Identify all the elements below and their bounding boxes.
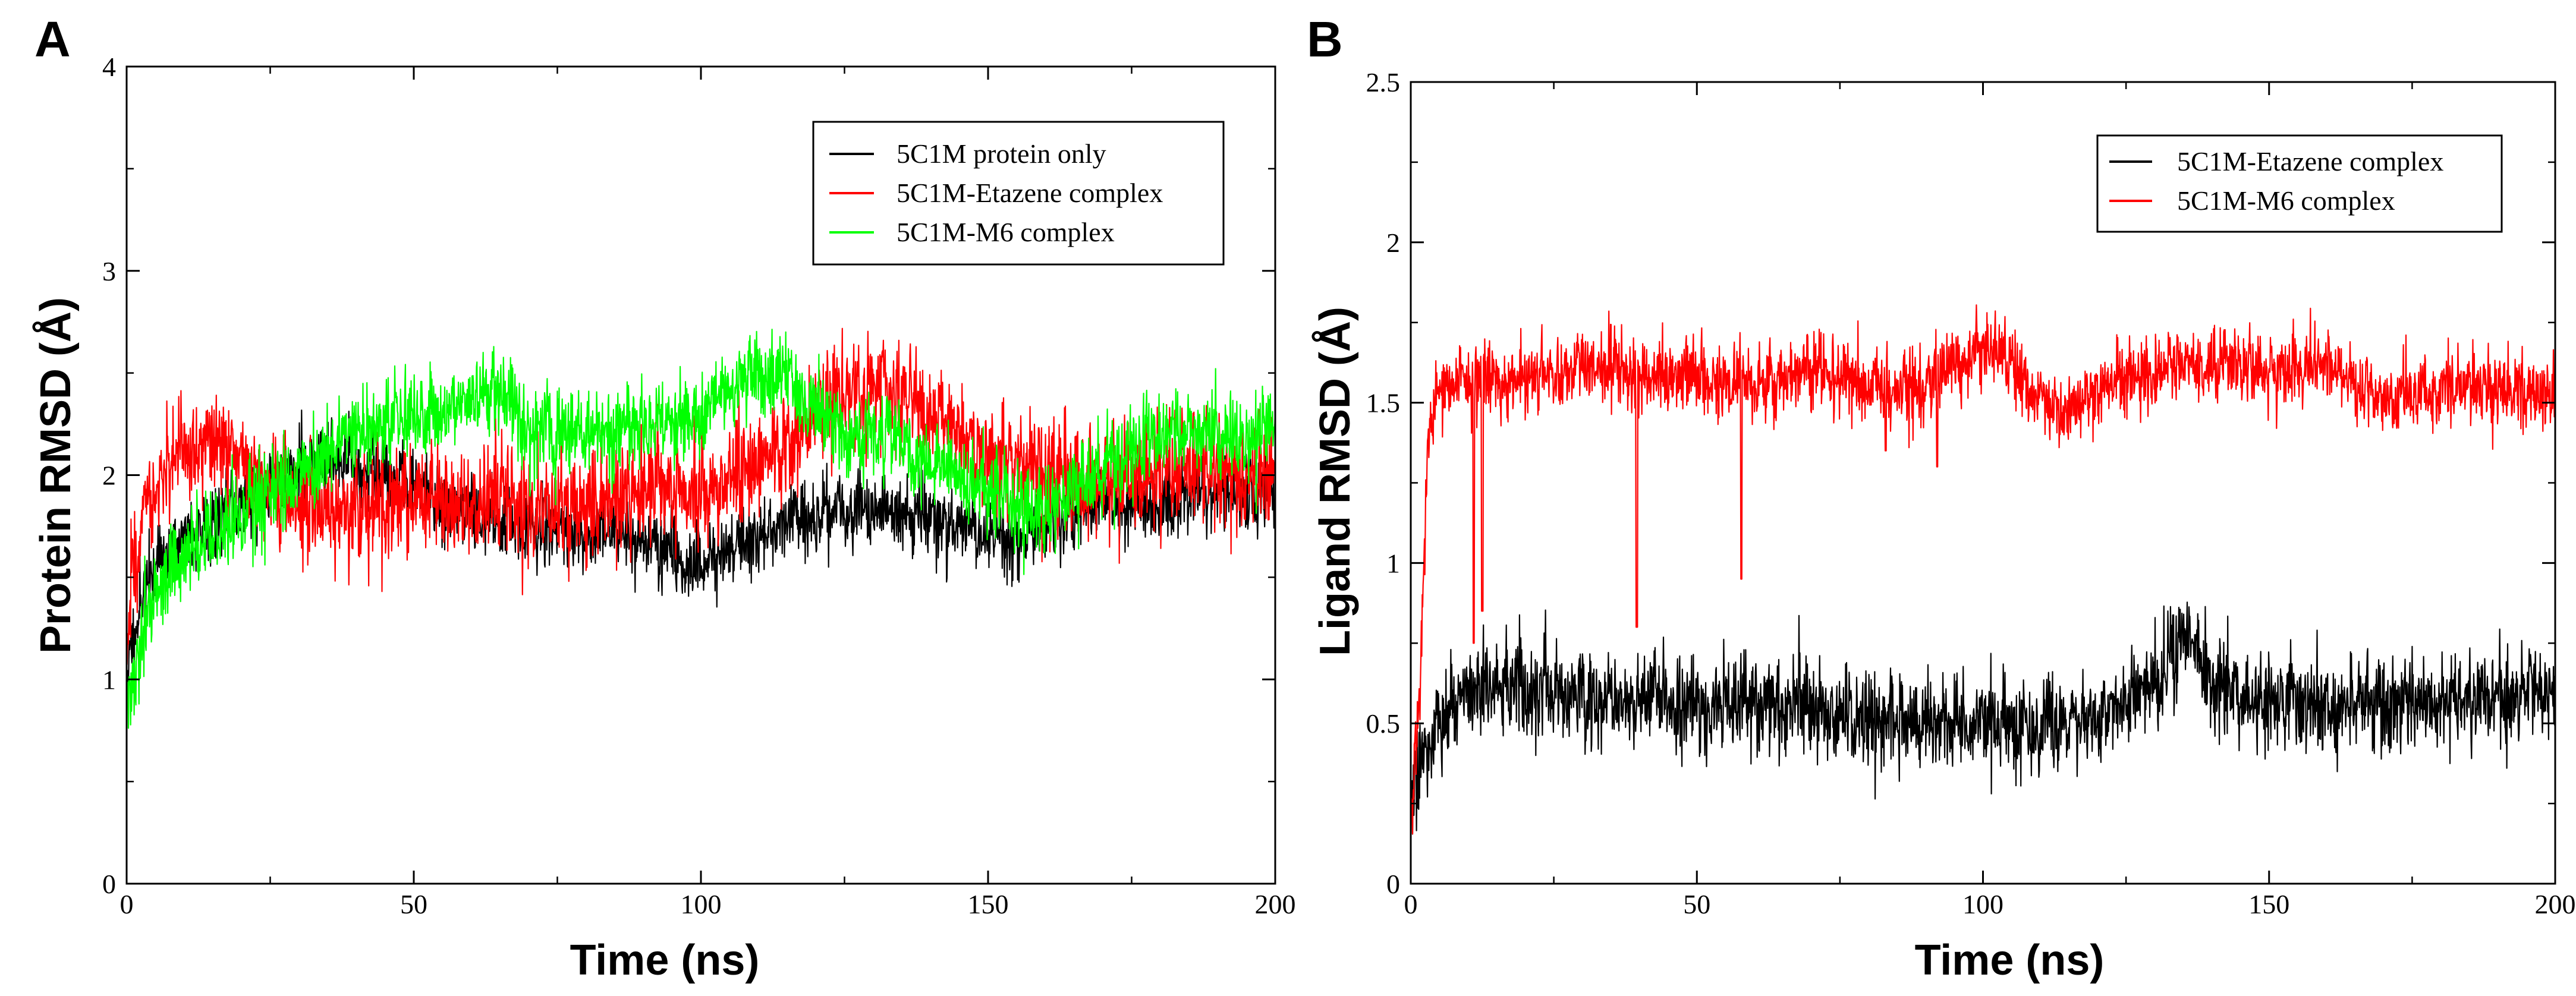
panel-b-x-tick-label: 100 [1962,889,2003,919]
panel-a-legend-box [812,121,1225,266]
panel-b-y-tick-label: 2.5 [1366,67,1401,97]
panel-b: B 0 50 100 150 200 0 0.5 1 1.5 2 2.5 5C1M-Etazene … [1307,11,2576,984]
panel-a-y-tick-label: 1 [102,664,116,695]
panel-a-y-tick-label: 4 [102,52,116,82]
panel-a-x-tick-label: 0 [120,889,134,919]
panel-a-plot-frame [125,65,1276,885]
panel-a-x-tick-label: 100 [681,889,722,919]
panel-a-legend-label-3: 5C1M-M6 complex [897,217,1115,247]
panel-b-legend: 5C1M-Etazene complex 5C1M-M6 complex [2096,134,2503,233]
panel-a-x-axis-title: Time (ns) [570,937,760,984]
panel-b-plot-frame [1410,81,2556,885]
panel-a-x-tick-label: 150 [968,889,1009,919]
panel-b-x-tick-label: 150 [2248,889,2289,919]
panel-a-y-tick-label: 3 [102,256,116,286]
panel-a-ticks-group: 0 50 100 150 200 0 1 2 3 4 [102,52,1296,919]
panel-b-legend-box [2096,134,2503,233]
panel-b-legend-label-1: 5C1M-Etazene complex [2177,146,2443,176]
panel-a-series-group [125,327,1276,729]
panel-a-x-tick-label: 200 [1255,889,1296,919]
panel-b-x-tick-label: 200 [2535,889,2576,919]
panel-b-y-tick-label: 0.5 [1366,708,1401,739]
panel-b-y-axis-title: Ligand RMSD (Å) [1311,307,1359,656]
panel-b-ticks-group: 0 50 100 150 200 0 0.5 1 1.5 2 2.5 [1366,67,2576,919]
panel-a-y-tick-label: 2 [102,461,116,491]
panel-a-x-tick-label: 50 [400,889,427,919]
panel-a-y-axis-title: Protein RMSD (Å) [32,297,80,654]
panel-b-letter: B [1307,11,1343,67]
panel-b-x-tick-label: 0 [1404,889,1418,919]
panel-a-series-2-line [125,327,1276,666]
panel-b-y-tick-label: 2 [1386,228,1400,258]
panel-a: A 0 50 100 150 200 0 1 2 3 4 5C1M protein only 5C… [32,11,1296,984]
panel-a-series-3-line [125,329,1276,729]
panel-a-letter: A [34,11,71,67]
panel-b-x-tick-label: 50 [1683,889,1710,919]
panel-b-y-tick-label: 1 [1386,548,1400,578]
panel-b-series-group [1410,304,2556,840]
panel-b-y-tick-label: 0 [1386,869,1400,899]
panel-b-series-2-line [1410,304,2556,840]
panel-b-y-tick-label: 1.5 [1366,388,1401,418]
panel-a-legend-label-2: 5C1M-Etazene complex [897,178,1163,208]
panel-a-y-tick-label: 0 [102,869,116,899]
panel-a-legend-label-1: 5C1M protein only [897,138,1106,169]
panel-a-legend: 5C1M protein only 5C1M-Etazene complex 5… [812,121,1225,266]
panel-b-x-axis-title: Time (ns) [1915,937,2105,984]
panel-b-legend-label-2: 5C1M-M6 complex [2177,185,2395,216]
panel-b-series-1-line [1410,601,2556,835]
